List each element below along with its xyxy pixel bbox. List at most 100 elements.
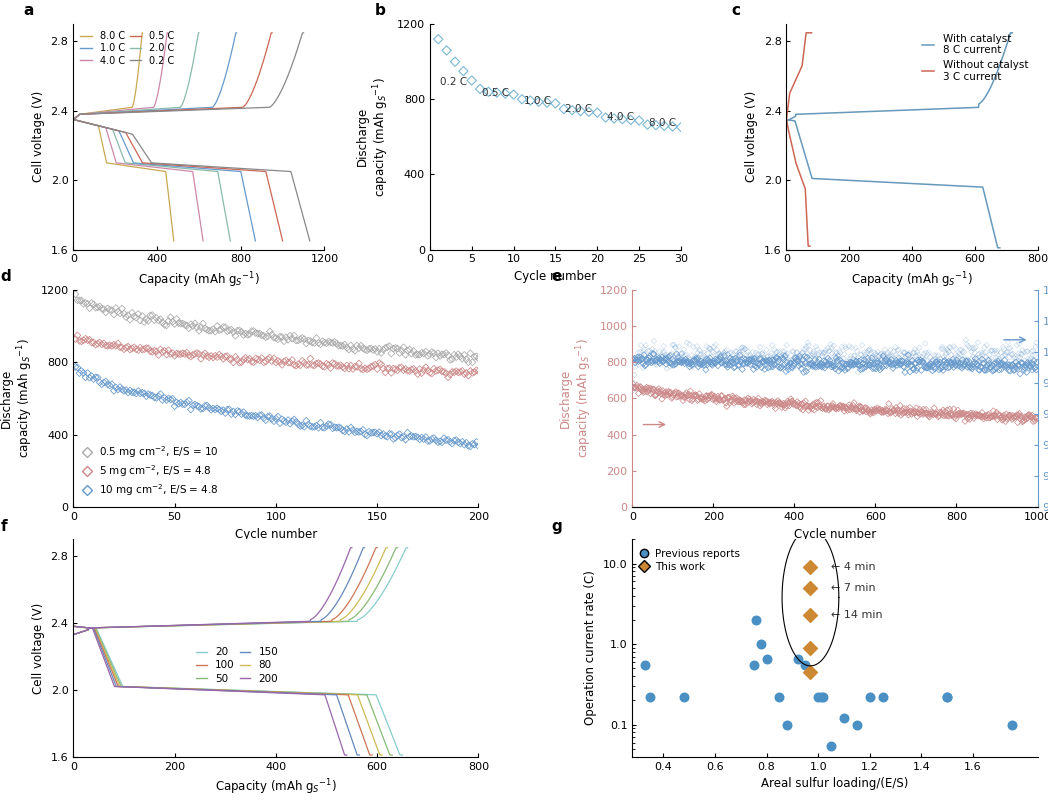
Point xyxy=(735,357,751,370)
Point xyxy=(882,356,899,369)
Point xyxy=(933,353,949,365)
Point xyxy=(750,357,767,370)
Point xyxy=(747,360,764,373)
Point xyxy=(456,349,473,361)
Point xyxy=(413,346,430,359)
Point xyxy=(886,404,902,417)
Point xyxy=(638,353,655,365)
Point xyxy=(633,350,650,363)
Point xyxy=(680,353,697,365)
Point xyxy=(664,359,681,372)
Point xyxy=(343,421,359,434)
Point xyxy=(314,421,331,434)
Point xyxy=(191,348,208,361)
Point xyxy=(106,384,123,397)
Point xyxy=(428,434,444,447)
Point xyxy=(772,398,789,411)
Point xyxy=(750,396,767,409)
Point xyxy=(282,329,299,342)
Point xyxy=(680,357,697,370)
Point xyxy=(933,407,949,420)
Point xyxy=(654,351,671,364)
Point xyxy=(894,349,911,361)
Point xyxy=(943,358,960,371)
Point xyxy=(887,407,903,420)
Point xyxy=(764,354,781,367)
Point xyxy=(857,351,874,364)
Point xyxy=(328,421,345,434)
Point xyxy=(1023,357,1040,369)
Point xyxy=(854,404,871,417)
Point xyxy=(975,357,991,369)
Point xyxy=(728,345,745,358)
Point xyxy=(925,358,942,371)
Point xyxy=(789,345,806,358)
Point xyxy=(648,358,664,371)
Point xyxy=(462,440,479,453)
Point xyxy=(680,388,697,401)
Point xyxy=(200,324,217,337)
Point xyxy=(709,348,726,361)
Legend: 0.5 mg cm$^{-2}$, E/S = 10, 5 mg cm$^{-2}$, E/S = 4.8, 10 mg cm$^{-2}$, E/S = 4.: 0.5 mg cm$^{-2}$, E/S = 10, 5 mg cm$^{-2… xyxy=(79,440,223,502)
Point xyxy=(768,398,785,411)
Point xyxy=(751,341,768,353)
Point xyxy=(888,401,904,414)
Point xyxy=(152,343,169,356)
Point xyxy=(915,348,932,361)
Point xyxy=(715,346,732,359)
Point xyxy=(419,349,436,362)
Point xyxy=(742,394,759,407)
Point xyxy=(717,358,734,371)
Point xyxy=(891,404,908,417)
Point xyxy=(685,341,702,353)
Point xyxy=(912,402,929,415)
Point xyxy=(215,353,232,365)
Point xyxy=(223,324,240,336)
Point xyxy=(916,361,933,374)
Point xyxy=(91,376,108,389)
Point xyxy=(845,359,861,372)
Point xyxy=(935,364,952,377)
Point xyxy=(968,352,985,365)
Point xyxy=(816,361,833,374)
Point xyxy=(923,406,940,419)
Point xyxy=(646,383,662,396)
Point xyxy=(823,739,839,752)
Point xyxy=(947,359,964,372)
Point xyxy=(990,409,1007,422)
Point xyxy=(990,353,1007,365)
Point xyxy=(860,404,877,417)
Point xyxy=(783,353,800,366)
Point xyxy=(124,307,140,320)
Point xyxy=(848,355,865,368)
Point xyxy=(897,406,914,419)
Point xyxy=(957,415,974,427)
Point xyxy=(902,354,919,367)
Point xyxy=(78,371,94,384)
Point xyxy=(328,359,345,372)
Point xyxy=(410,431,427,444)
Point xyxy=(849,403,866,416)
Point xyxy=(227,329,244,342)
Point xyxy=(704,345,721,357)
Point xyxy=(654,346,671,359)
X-axis label: Cycle number: Cycle number xyxy=(515,270,596,283)
Point xyxy=(772,358,789,371)
Point xyxy=(158,394,175,407)
Point xyxy=(953,408,969,421)
Point xyxy=(846,349,863,362)
Point xyxy=(834,357,851,370)
Point xyxy=(946,411,963,424)
Point xyxy=(385,362,401,375)
Point xyxy=(1019,410,1035,423)
Point xyxy=(638,355,655,368)
Point xyxy=(1014,415,1031,428)
Point xyxy=(1004,358,1021,371)
Point xyxy=(180,322,197,335)
Point xyxy=(959,353,976,366)
Point xyxy=(1005,411,1022,424)
Point xyxy=(857,357,874,370)
Text: c: c xyxy=(732,3,740,19)
Point xyxy=(1024,409,1041,422)
Point xyxy=(933,406,949,419)
